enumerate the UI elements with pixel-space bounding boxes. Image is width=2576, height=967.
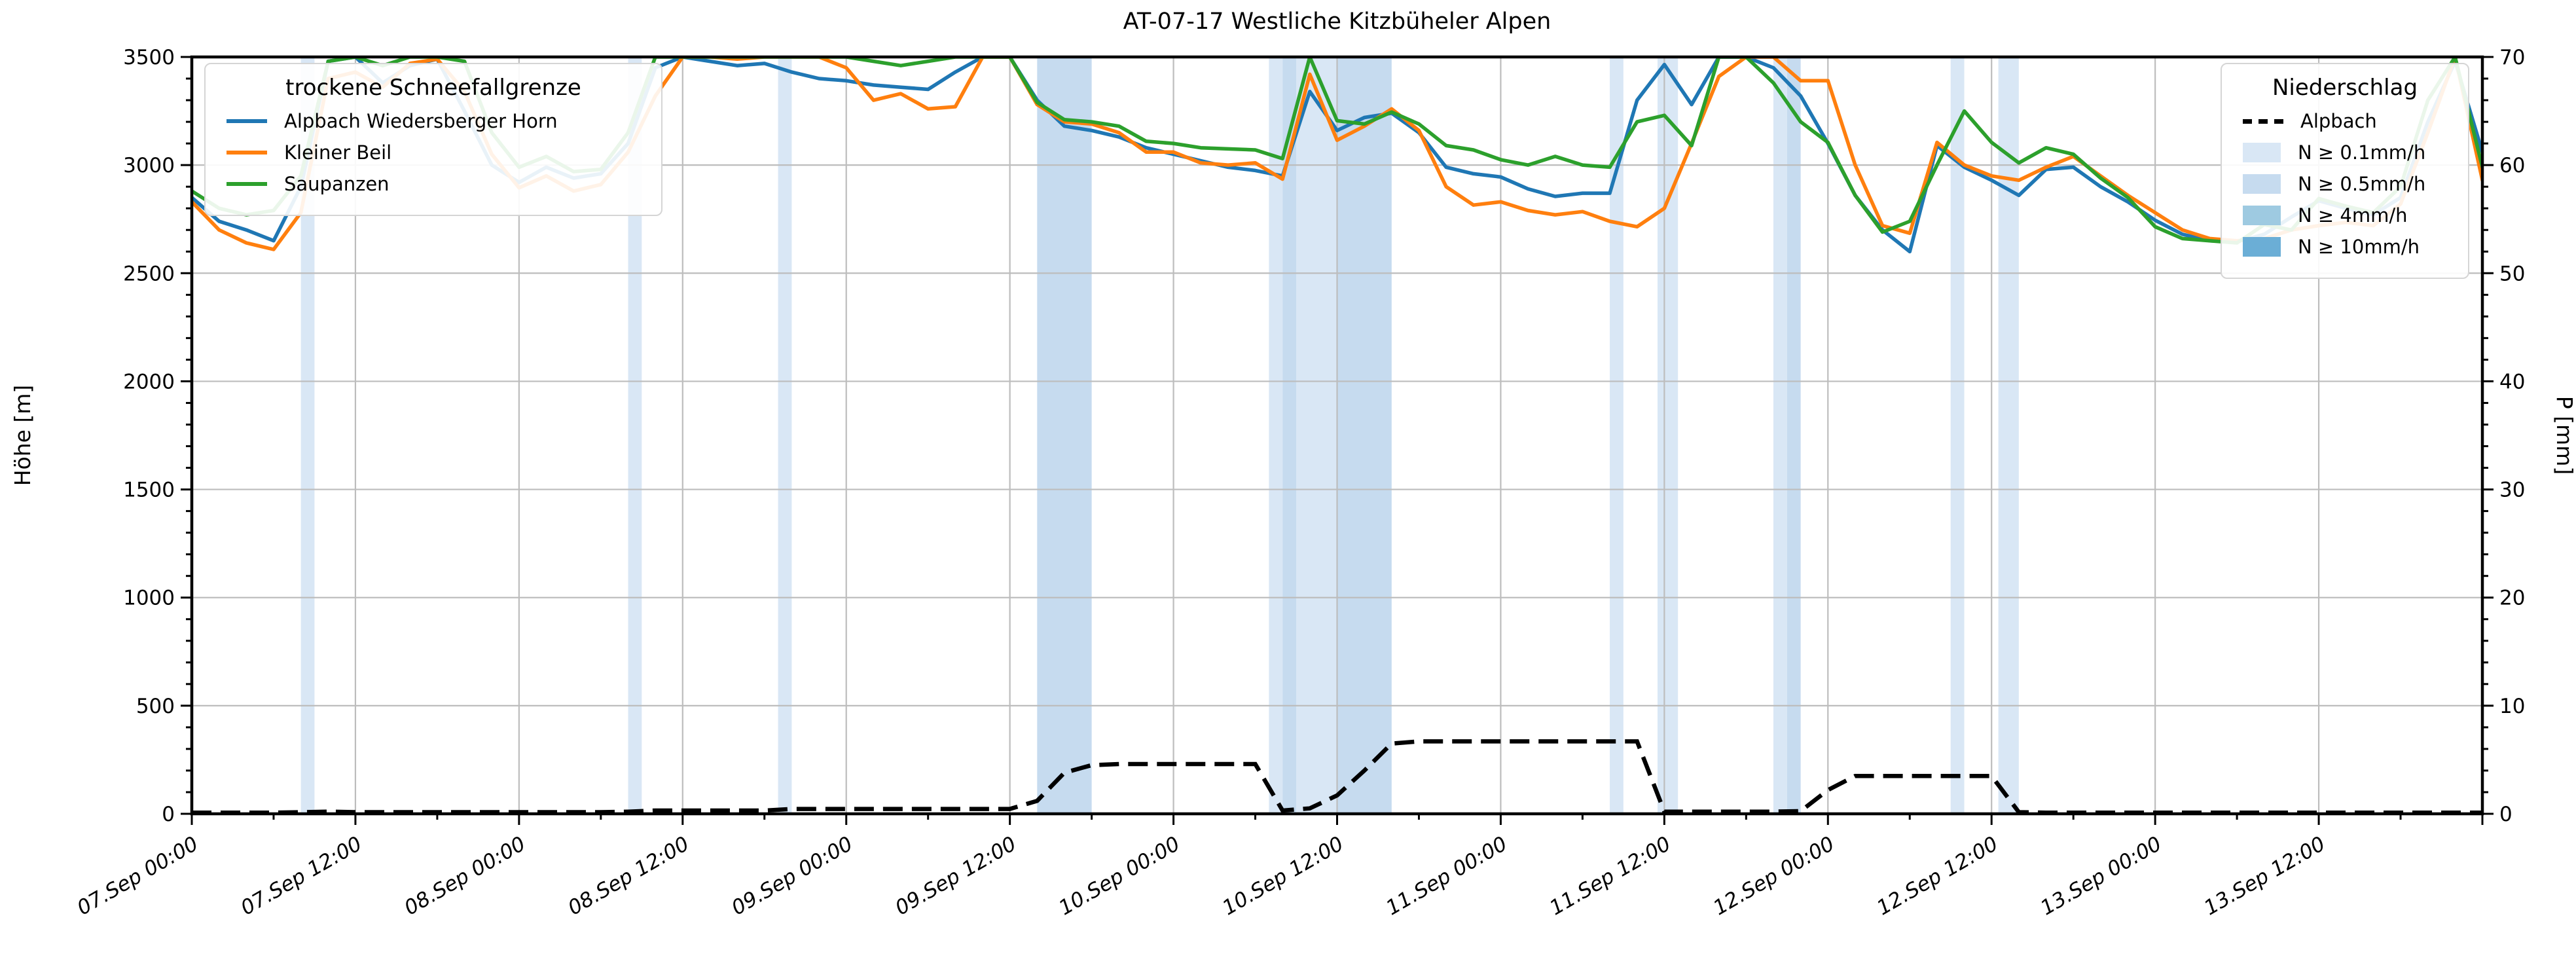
y-right-axis-label: P [mm]	[2552, 396, 2576, 475]
legend-item-label: Alpbach Wiedersberger Horn	[284, 110, 558, 132]
x-tick-label: 13.Sep 12:00	[2200, 832, 2329, 921]
legend-band-item-label: N ≥ 10mm/h	[2298, 236, 2420, 258]
band-swatch-icon	[2243, 237, 2281, 257]
legend-band-item-label: N ≥ 4mm/h	[2298, 204, 2408, 227]
y-right-tick-label: 30	[2499, 479, 2525, 502]
legend-item-1: Kleiner Beil	[223, 141, 644, 164]
axis-ticks	[181, 56, 2494, 825]
line-swatch-icon	[227, 182, 267, 186]
y-right-tick-label: 20	[2499, 587, 2525, 610]
band-swatch-icon	[2243, 143, 2281, 162]
x-tick-label: 07.Sep 12:00	[237, 832, 366, 921]
precip-bands	[300, 57, 2019, 814]
line-swatch-icon	[227, 151, 267, 155]
legend-snowline: trockene Schneefallgrenze Alpbach Wieder…	[204, 63, 662, 216]
legend-band-item-label: N ≥ 0.5mm/h	[2298, 173, 2426, 195]
y-left-axis-label: Höhe [m]	[10, 385, 35, 486]
legend-precip-band-items: N ≥ 0.1mm/h N ≥ 0.5mm/h N ≥ 4mm/h N ≥ 10mm/…	[2239, 141, 2451, 258]
legend-band-item-2: N ≥ 4mm/h	[2239, 204, 2451, 227]
legend-item-label: Kleiner Beil	[284, 141, 392, 164]
legend-band-item-1: N ≥ 0.5mm/h	[2239, 173, 2451, 195]
x-tick-label: 10.Sep 12:00	[1218, 832, 1347, 921]
x-tick-label: 09.Sep 12:00	[891, 832, 1020, 921]
legend-item-label: Saupanzen	[284, 173, 390, 195]
legend-precip-title: Niederschlag	[2272, 75, 2418, 101]
x-tick-label: 11.Sep 12:00	[1546, 832, 1675, 921]
y-right-tick-label: 50	[2499, 262, 2525, 285]
band-swatch-icon	[2243, 174, 2281, 194]
dashed-line-swatch-icon	[2243, 119, 2283, 124]
band-swatch-icon	[2243, 206, 2281, 225]
legend-item-alpbach-precip: Alpbach	[2239, 110, 2451, 132]
y-right-tick-label: 70	[2499, 46, 2525, 69]
y-left-tick-label: 1000	[123, 587, 175, 610]
x-tick-label: 07.Sep 00:00	[73, 832, 202, 921]
legend-band-item-3: N ≥ 10mm/h	[2239, 236, 2451, 258]
x-tick-label: 08.Sep 12:00	[564, 832, 693, 921]
y-right-tick-label: 0	[2499, 803, 2513, 826]
y-left-tick-label: 0	[162, 803, 175, 826]
legend-band-item-label: N ≥ 0.1mm/h	[2298, 141, 2426, 164]
chart-title: AT-07-17 Westliche Kitzbüheler Alpen	[1123, 9, 1551, 35]
legend-band-item-0: N ≥ 0.1mm/h	[2239, 141, 2451, 164]
y-right-tick-label: 60	[2499, 154, 2525, 177]
x-tick-label: 12.Sep 12:00	[1873, 832, 2002, 921]
x-tick-label: 12.Sep 00:00	[1709, 832, 1838, 921]
x-tick-label: 11.Sep 00:00	[1382, 832, 1511, 921]
y-left-tick-label: 2500	[123, 262, 175, 285]
legend-item-label: Alpbach	[2300, 110, 2377, 132]
y-left-tick-label: 3500	[123, 46, 175, 69]
x-tick-label: 13.Sep 00:00	[2037, 832, 2166, 921]
y-left-tick-label: 2000	[123, 370, 175, 393]
legend-snowline-title: trockene Schneefallgrenze	[285, 75, 581, 101]
y-left-tick-label: 3000	[123, 154, 175, 177]
line-swatch-icon	[227, 119, 267, 123]
x-tick-label: 09.Sep 00:00	[728, 832, 857, 921]
legend-item-0: Alpbach Wiedersberger Horn	[223, 110, 644, 132]
y-right-tick-label: 10	[2499, 695, 2525, 718]
legend-snowline-items: Alpbach Wiedersberger Horn Kleiner Beil Sa…	[223, 110, 644, 195]
x-tick-label: 08.Sep 00:00	[401, 832, 530, 921]
legend-item-2: Saupanzen	[223, 173, 644, 195]
legend-precip: Niederschlag Alpbach N ≥ 0.1mm/h N ≥ 0.5m…	[2221, 63, 2469, 279]
x-tick-label: 10.Sep 00:00	[1055, 832, 1184, 921]
y-right-tick-label: 40	[2499, 370, 2525, 393]
y-left-tick-label: 500	[136, 695, 175, 718]
y-left-tick-label: 1500	[123, 479, 175, 502]
